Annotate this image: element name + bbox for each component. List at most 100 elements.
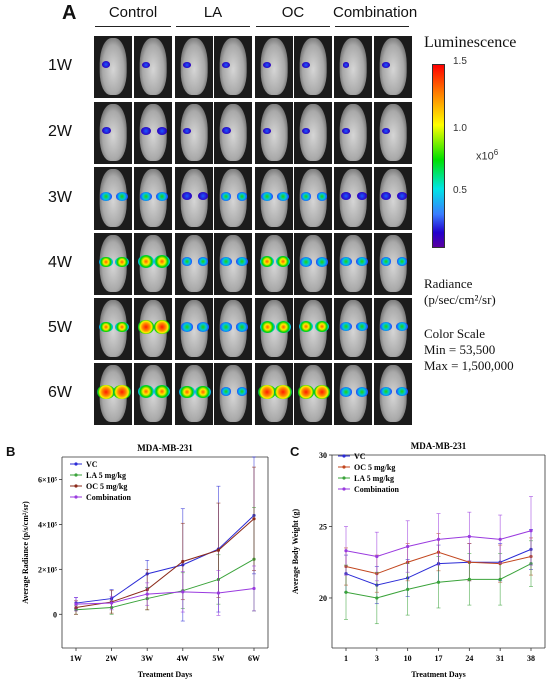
luminescence-signal <box>235 321 249 332</box>
data-point <box>375 554 379 559</box>
legend-label: OC 5 mg/kg <box>354 463 395 472</box>
panel-a-letter: A <box>62 2 77 24</box>
luminescence-signal <box>258 384 276 399</box>
luminescence-signal <box>219 321 233 332</box>
luminescence-signal <box>196 321 210 332</box>
x-tick-label: 17 <box>435 654 443 663</box>
y-tick-label: 0 <box>53 610 57 619</box>
luminescence-signal <box>260 256 274 268</box>
colorbar-tick-0-5: 0.5 <box>453 185 467 196</box>
luminescence-signal <box>380 322 392 332</box>
luminescence-signal <box>100 191 112 201</box>
luminescence-signal <box>220 257 232 267</box>
luminescence-signal <box>302 127 310 134</box>
mouse-image <box>213 35 253 99</box>
mouse-image <box>133 35 173 99</box>
mouse-image <box>333 35 373 99</box>
luminescence-signal <box>382 61 390 68</box>
mouse-image <box>254 35 294 99</box>
y-tick-label: 25 <box>319 522 327 531</box>
luminescence-signal <box>356 257 368 267</box>
luminescence-signal <box>396 192 408 201</box>
chart-title: MDA-MB-231 <box>137 443 193 453</box>
mouse-image <box>133 362 173 426</box>
luminescence-colorbar <box>432 64 445 248</box>
luminescence-signal <box>313 385 331 399</box>
y-tick-label: 4×10⁵ <box>38 520 58 529</box>
row-label-2w: 2W <box>48 123 72 140</box>
mouse-image <box>213 362 253 426</box>
legend-label: OC 5 mg/kg <box>86 482 127 491</box>
luminescence-signal <box>382 127 390 134</box>
mouse-image <box>174 101 214 165</box>
luminescence-signal <box>153 320 171 334</box>
luminescence-signal <box>137 255 155 269</box>
y-axis-label: Average Body Weight (g) <box>291 509 300 595</box>
color-scale-title: Color Scale <box>424 326 486 341</box>
luminescence-signal <box>221 127 231 135</box>
mouse-image <box>254 101 294 165</box>
mouse-image <box>93 166 133 231</box>
radiance-line-chart: MDA-MB-231 1W 2W 3W 4W 5W 6W Treatment Days 0 2×1… <box>21 443 269 679</box>
luminescence-signal <box>263 127 271 134</box>
mouse-image <box>174 362 214 426</box>
luminescence-signal <box>315 321 329 333</box>
luminescence-signal <box>396 257 408 267</box>
mouse-image <box>133 297 173 361</box>
luminescence-signal <box>340 257 352 267</box>
mouse-image <box>213 166 253 231</box>
luminescence-signal <box>356 387 368 397</box>
mouse-image <box>373 297 413 361</box>
data-point <box>252 517 256 521</box>
data-point <box>406 544 410 549</box>
legend-label: Combination <box>86 493 131 502</box>
luminescence-signal <box>315 256 329 267</box>
mouse-image <box>254 232 294 296</box>
legend-marker <box>342 454 346 458</box>
x-tick-label: 1W <box>70 654 82 663</box>
mouse-image <box>133 166 173 231</box>
mouse-image <box>93 35 133 99</box>
luminescence-signal <box>263 61 271 68</box>
luminescence-signal <box>299 256 313 267</box>
x-tick-label: 2W <box>106 654 118 663</box>
mouse-image <box>93 232 133 296</box>
mouse-image <box>254 166 294 231</box>
luminescence-signal <box>180 321 194 332</box>
legend-label: VC <box>354 452 366 461</box>
luminescence-signal <box>137 385 155 399</box>
data-point <box>498 577 502 581</box>
legend-label: LA 5 mg/kg <box>86 471 126 480</box>
luminescence-signal <box>299 321 313 333</box>
y-tick-label: 2×10⁵ <box>38 565 58 574</box>
luminescence-signal <box>342 62 350 68</box>
luminescence-signal <box>181 192 193 201</box>
luminescence-signal <box>220 191 232 201</box>
data-point <box>344 549 348 553</box>
data-point <box>436 537 441 541</box>
luminescence-signal <box>316 191 328 201</box>
mouse-image <box>293 362 333 426</box>
mouse-image <box>293 166 333 231</box>
mouse-image <box>174 232 214 296</box>
data-point <box>344 590 348 594</box>
luminescence-signal <box>179 385 195 399</box>
legend-marker <box>74 484 78 488</box>
luminescence-signal <box>197 257 209 267</box>
mouse-image <box>333 101 373 165</box>
series-line <box>75 587 255 605</box>
mouse-image <box>174 166 214 231</box>
legend-marker <box>342 465 346 469</box>
chart-title: MDA-MB-231 <box>411 441 467 451</box>
luminescence-signal <box>356 322 368 332</box>
panel-b-letter: B <box>6 444 16 459</box>
x-tick-label: 38 <box>527 654 535 663</box>
legend-marker <box>74 473 78 477</box>
luminescence-signal <box>275 320 291 333</box>
x-tick-label: 3W <box>141 654 153 663</box>
mouse-image <box>373 101 413 165</box>
mouse-image <box>373 232 413 296</box>
luminescence-signal <box>380 387 392 397</box>
luminescence-signal <box>259 320 275 333</box>
x-axis-label: Treatment Days <box>138 670 193 679</box>
